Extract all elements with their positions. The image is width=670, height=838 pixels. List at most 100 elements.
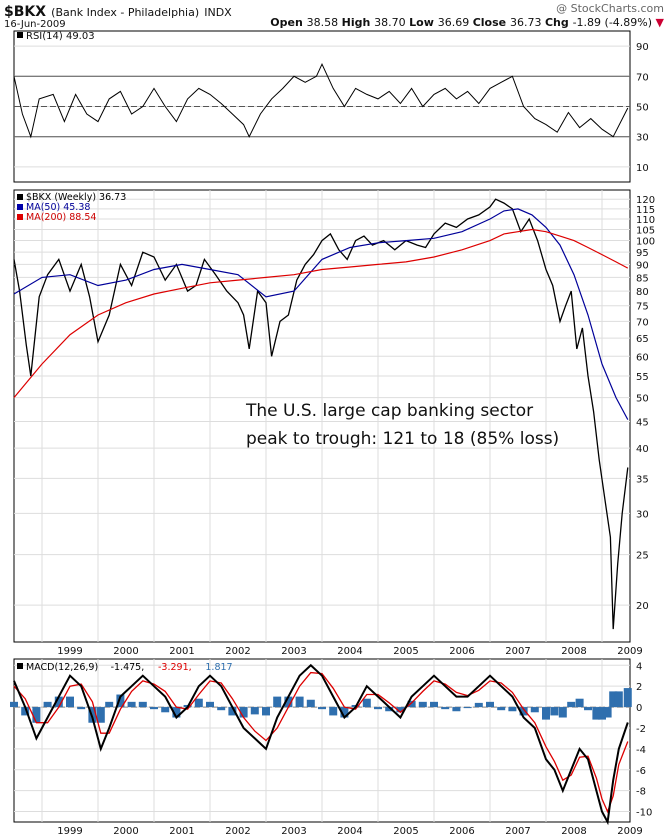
rsi-tick-label: 30: [636, 133, 649, 144]
macd-tick-label: 0: [636, 703, 642, 714]
rsi-line: [13, 63, 629, 139]
symbol: $BKX: [4, 4, 47, 20]
price-tick-label: 60: [636, 352, 649, 363]
price-tick-label: 35: [636, 474, 649, 485]
macd-tick-label: -10: [636, 808, 652, 819]
price-x-tick-label: 2000: [113, 646, 138, 657]
price-x-tick-label: 2001: [169, 646, 194, 657]
macd-histogram-bar: [614, 691, 623, 708]
macd-legend-text: -3.291,: [158, 662, 192, 673]
macd-tick-label: 2: [636, 682, 642, 693]
watermark: @ StockCharts.com: [556, 2, 664, 15]
price-tick-label: 75: [636, 302, 649, 313]
macd-histogram-bar: [430, 701, 438, 708]
macd-x-tick-label: 2001: [169, 826, 194, 837]
macd-histogram-bar: [217, 707, 226, 711]
macd-histogram-bar: [172, 707, 181, 718]
annotation-line-1: The U.S. large cap banking sector: [245, 401, 533, 421]
macd-histogram-bar: [10, 701, 18, 708]
macd-histogram-bar: [550, 707, 559, 716]
macd-histogram-bar: [497, 707, 506, 711]
quote-high-value: 38.70: [374, 16, 410, 29]
price-legend-swatch: [17, 194, 23, 200]
macd-histogram-bar: [127, 701, 136, 708]
macd-tick-label: -6: [636, 766, 646, 777]
price-tick-label: 105: [636, 226, 655, 237]
macd-histogram-bar: [603, 707, 612, 718]
macd-histogram-bar: [463, 707, 472, 709]
price-tick-label: 80: [636, 287, 649, 298]
macd-tick-label: -2: [636, 724, 646, 735]
macd-histogram-bar: [362, 698, 371, 708]
macd-x-tick-label: 2000: [113, 826, 138, 837]
macd-histogram-bar: [609, 691, 618, 708]
price-tick-label: 30: [636, 509, 649, 520]
macd-histogram-bar: [66, 696, 74, 708]
macd-histogram-bar: [396, 707, 405, 713]
macd-histogram-bar: [592, 707, 601, 720]
price-tick-label: 95: [636, 248, 649, 259]
price-series-ma-50-: [13, 208, 629, 420]
price-legend-text: MA(200) 88.54: [26, 212, 96, 223]
price-tick-label: 45: [636, 417, 649, 428]
macd-histogram-bar: [250, 707, 259, 715]
price-tick-label: 40: [636, 444, 649, 455]
macd-x-tick-label: 2005: [393, 826, 418, 837]
macd-histogram-bar: [558, 707, 567, 718]
quote-close-value: 36.73: [509, 16, 545, 29]
rsi-tick-label: 10: [636, 163, 649, 174]
price-x-tick-label: 2002: [225, 646, 250, 657]
macd-histogram-bar: [508, 707, 517, 712]
quote-chg-value: -1.89 (-4.89%): [572, 16, 656, 29]
macd-histogram-bar: [385, 707, 394, 712]
macd-histogram-bar: [306, 699, 315, 708]
macd-histogram-bar: [138, 701, 147, 708]
price-legend-swatch: [17, 214, 23, 220]
macd-series-signal: [13, 671, 629, 814]
macd-histogram-bar: [519, 707, 528, 716]
macd-histogram-bar: [584, 707, 592, 711]
down-arrow-icon: ▼: [655, 16, 664, 29]
macd-histogram-bar: [239, 707, 248, 718]
price-tick-label: 55: [636, 372, 649, 383]
price-legend-text: $BKX (Weekly) 36.73: [26, 192, 126, 203]
macd-histogram-bar: [486, 701, 494, 708]
macd-histogram-bar: [374, 707, 382, 710]
macd-histogram-bar: [194, 698, 203, 708]
macd-legend-swatch: [17, 663, 23, 669]
macd-histogram-bar: [32, 707, 41, 723]
price-legend-text: MA(50) 45.38: [26, 202, 90, 213]
macd-legend-text: MACD(12,26,9): [26, 662, 98, 673]
rsi-legend-swatch: [17, 32, 23, 38]
macd-histogram-bar: [542, 707, 550, 720]
macd-histogram-bar: [228, 707, 237, 716]
macd-legend-text: 1.817: [205, 662, 232, 673]
rsi-legend-text: RSI(14) 49.03: [26, 31, 95, 42]
macd-histogram-bar: [150, 707, 158, 710]
macd-x-tick-label: 2008: [561, 826, 586, 837]
quote-bar: Open 38.58 High 38.70 Low 36.69 Close 36…: [270, 16, 664, 29]
price-x-tick-label: 2005: [393, 646, 418, 657]
macd-histogram-bar: [105, 701, 114, 708]
macd-x-tick-label: 2003: [281, 826, 306, 837]
index-name: (Bank Index - Philadelphia): [51, 6, 200, 19]
quote-low-value: 36.69: [437, 16, 473, 29]
symbol-title: $BKX (Bank Index - Philadelphia) INDX: [4, 1, 232, 20]
price-x-tick-label: 2007: [505, 646, 530, 657]
macd-histogram-bar: [206, 701, 214, 708]
macd-x-tick-label: 1999: [57, 826, 82, 837]
price-tick-label: 85: [636, 273, 649, 284]
macd-histogram-bar: [284, 696, 293, 708]
price-x-tick-label: 2003: [281, 646, 306, 657]
macd-histogram-bar: [329, 707, 338, 716]
price-tick-label: 65: [636, 334, 649, 345]
macd-histogram-bar: [623, 688, 632, 708]
macd-tick-label: -8: [636, 787, 646, 798]
price-series--bkx-weekly-: [13, 198, 629, 630]
price-tick-label: 90: [636, 260, 649, 271]
rsi-tick-label: 90: [636, 42, 649, 53]
macd-histogram-bar: [598, 707, 606, 720]
macd-histogram-bar: [21, 707, 30, 716]
rsi-tick-label: 70: [636, 72, 649, 83]
